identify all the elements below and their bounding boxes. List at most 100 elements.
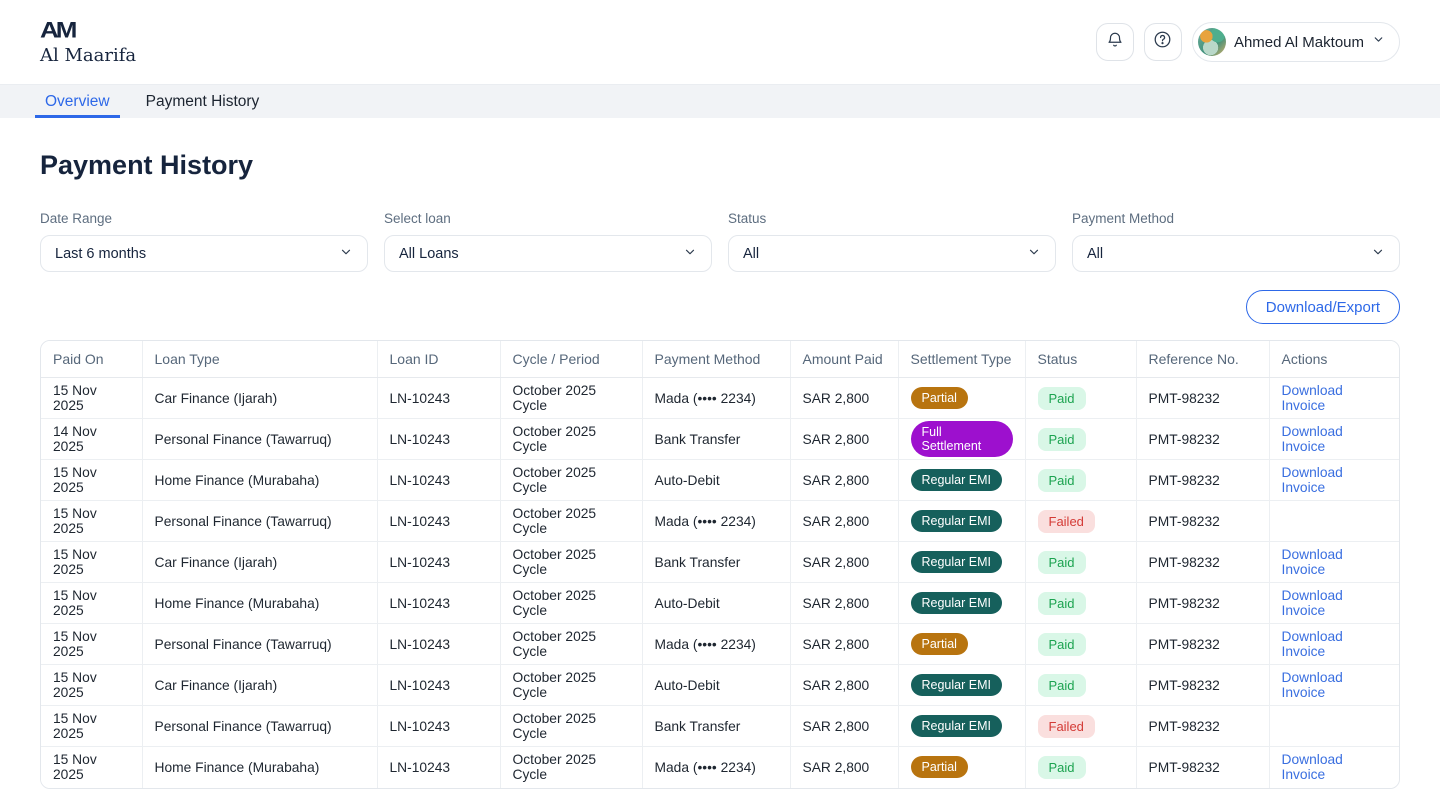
- tab-payment-history[interactable]: Payment History: [141, 85, 265, 118]
- download-invoice-link[interactable]: Download Invoice: [1282, 465, 1343, 495]
- payment-method-cell: Mada (•••• 2234): [642, 501, 790, 542]
- col-loan-id: Loan ID: [377, 341, 500, 378]
- settlement-badge: Partial: [911, 387, 968, 409]
- loan-id-cell: LN-10243: [377, 419, 500, 460]
- table-row: 15 Nov 2025Home Finance (Murabaha)LN-102…: [41, 583, 1399, 624]
- settlement-badge: Partial: [911, 756, 968, 778]
- col-loan-type: Loan Type: [142, 341, 377, 378]
- reference-no-cell: PMT-98232: [1136, 583, 1269, 624]
- payment-method-cell: Mada (•••• 2234): [642, 747, 790, 788]
- loan-id-cell: LN-10243: [377, 542, 500, 583]
- cycle-period-cell: October 2025 Cycle: [500, 706, 642, 747]
- download-invoice-link[interactable]: Download Invoice: [1282, 588, 1343, 618]
- filter-label: Select loan: [384, 211, 712, 226]
- tab-bar: Overview Payment History: [0, 84, 1440, 118]
- table-row: 15 Nov 2025Car Finance (Ijarah)LN-10243O…: [41, 378, 1399, 419]
- settlement-badge: Regular EMI: [911, 592, 1002, 614]
- status-badge: Paid: [1038, 428, 1086, 451]
- download-invoice-link[interactable]: Download Invoice: [1282, 629, 1343, 659]
- payment-method-cell: Mada (•••• 2234): [642, 378, 790, 419]
- loan-type-cell: Home Finance (Murabaha): [142, 747, 377, 788]
- actions-cell: Download Invoice: [1269, 419, 1399, 460]
- settlement-type-cell: Regular EMI: [898, 542, 1025, 583]
- status-badge: Paid: [1038, 592, 1086, 615]
- table-row: 15 Nov 2025Personal Finance (Tawarruq)LN…: [41, 501, 1399, 542]
- actions-cell: Download Invoice: [1269, 583, 1399, 624]
- payment-method-cell: Mada (•••• 2234): [642, 624, 790, 665]
- amount-paid-cell: SAR 2,800: [790, 378, 898, 419]
- settlement-badge: Regular EMI: [911, 715, 1002, 737]
- date-range-select[interactable]: Last 6 months: [40, 235, 368, 272]
- loan-id-cell: LN-10243: [377, 665, 500, 706]
- status-badge: Failed: [1038, 510, 1095, 533]
- status-badge: Paid: [1038, 674, 1086, 697]
- tab-overview[interactable]: Overview: [40, 85, 115, 118]
- payment-method-cell: Auto-Debit: [642, 460, 790, 501]
- notifications-button[interactable]: [1096, 23, 1134, 61]
- paid-on-cell: 15 Nov 2025: [41, 501, 142, 542]
- settlement-badge: Regular EMI: [911, 551, 1002, 573]
- status-badge: Failed: [1038, 715, 1095, 738]
- amount-paid-cell: SAR 2,800: [790, 624, 898, 665]
- amount-paid-cell: SAR 2,800: [790, 460, 898, 501]
- loan-id-cell: LN-10243: [377, 460, 500, 501]
- payment-method-select[interactable]: All: [1072, 235, 1400, 272]
- col-reference-no: Reference No.: [1136, 341, 1269, 378]
- help-button[interactable]: [1144, 23, 1182, 61]
- filter-status: Status All: [728, 211, 1056, 272]
- loan-id-cell: LN-10243: [377, 501, 500, 542]
- chevron-down-icon: [683, 245, 697, 263]
- status-cell: Paid: [1025, 542, 1136, 583]
- table-row: 15 Nov 2025Personal Finance (Tawarruq)LN…: [41, 624, 1399, 665]
- settlement-type-cell: Partial: [898, 747, 1025, 788]
- status-badge: Paid: [1038, 756, 1086, 779]
- download-invoice-link[interactable]: Download Invoice: [1282, 670, 1343, 700]
- download-invoice-link[interactable]: Download Invoice: [1282, 752, 1343, 782]
- download-invoice-link[interactable]: Download Invoice: [1282, 547, 1343, 577]
- settlement-badge: Full Settlement: [911, 421, 1013, 457]
- loan-type-cell: Personal Finance (Tawarruq): [142, 624, 377, 665]
- loan-id-cell: LN-10243: [377, 583, 500, 624]
- status-cell: Paid: [1025, 419, 1136, 460]
- loan-id-cell: LN-10243: [377, 706, 500, 747]
- status-select[interactable]: All: [728, 235, 1056, 272]
- loan-type-cell: Home Finance (Murabaha): [142, 583, 377, 624]
- settlement-type-cell: Regular EMI: [898, 583, 1025, 624]
- actions-cell: Download Invoice: [1269, 624, 1399, 665]
- download-invoice-link[interactable]: Download Invoice: [1282, 383, 1343, 413]
- actions-cell: [1269, 501, 1399, 542]
- loan-select[interactable]: All Loans: [384, 235, 712, 272]
- top-header: AM Al Maarifa Ahmed Al Maktoum: [0, 0, 1440, 84]
- loan-id-cell: LN-10243: [377, 747, 500, 788]
- col-amount-paid: Amount Paid: [790, 341, 898, 378]
- paid-on-cell: 15 Nov 2025: [41, 624, 142, 665]
- amount-paid-cell: SAR 2,800: [790, 501, 898, 542]
- user-menu[interactable]: Ahmed Al Maktoum: [1192, 22, 1400, 62]
- paid-on-cell: 15 Nov 2025: [41, 747, 142, 788]
- actions-cell: Download Invoice: [1269, 460, 1399, 501]
- select-value: Last 6 months: [55, 246, 146, 262]
- amount-paid-cell: SAR 2,800: [790, 419, 898, 460]
- user-name: Ahmed Al Maktoum: [1234, 34, 1364, 51]
- filter-label: Status: [728, 211, 1056, 226]
- col-cycle-period: Cycle / Period: [500, 341, 642, 378]
- loan-type-cell: Car Finance (Ijarah): [142, 542, 377, 583]
- settlement-type-cell: Regular EMI: [898, 460, 1025, 501]
- download-invoice-link[interactable]: Download Invoice: [1282, 424, 1343, 454]
- chevron-down-icon: [339, 245, 353, 263]
- status-cell: Paid: [1025, 665, 1136, 706]
- status-badge: Paid: [1038, 551, 1086, 574]
- reference-no-cell: PMT-98232: [1136, 501, 1269, 542]
- col-status: Status: [1025, 341, 1136, 378]
- export-row: Download/Export: [40, 290, 1400, 324]
- paid-on-cell: 14 Nov 2025: [41, 419, 142, 460]
- settlement-badge: Regular EMI: [911, 469, 1002, 491]
- paid-on-cell: 15 Nov 2025: [41, 583, 142, 624]
- filter-payment-method: Payment Method All: [1072, 211, 1400, 272]
- download-export-button[interactable]: Download/Export: [1246, 290, 1400, 324]
- loan-id-cell: LN-10243: [377, 624, 500, 665]
- table-row: 15 Nov 2025Personal Finance (Tawarruq)LN…: [41, 706, 1399, 747]
- reference-no-cell: PMT-98232: [1136, 747, 1269, 788]
- actions-cell: Download Invoice: [1269, 665, 1399, 706]
- settlement-type-cell: Full Settlement: [898, 419, 1025, 460]
